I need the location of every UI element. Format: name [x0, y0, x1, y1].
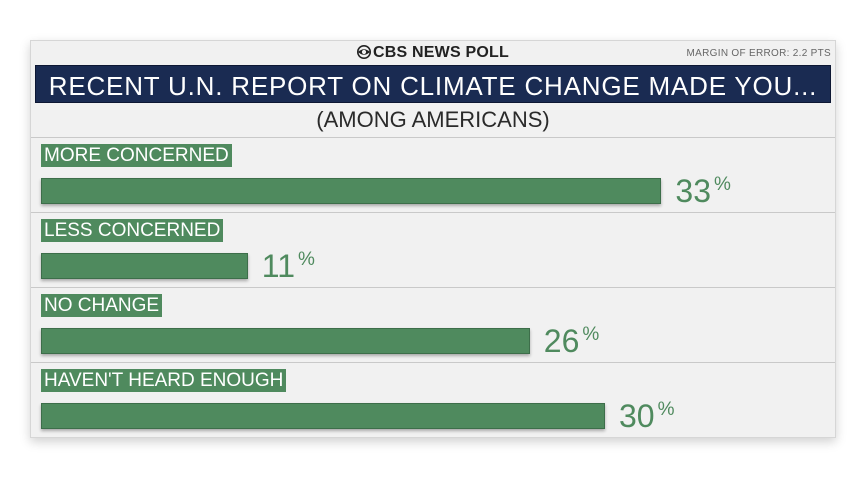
- value-label: 30%: [619, 398, 675, 435]
- bar: [41, 178, 662, 204]
- bar-label: HAVEN'T HEARD ENOUGH: [41, 369, 287, 392]
- cbs-eye-icon: [357, 45, 372, 64]
- value-number: 30: [619, 398, 655, 434]
- value-number: 33: [675, 173, 711, 209]
- poll-header: CBS NEWS POLL MARGIN OF ERROR: 2.2 PTS: [31, 41, 835, 65]
- poll-card: CBS NEWS POLL MARGIN OF ERROR: 2.2 PTS R…: [30, 40, 836, 438]
- bar: [41, 328, 530, 354]
- bar-row: HAVEN'T HEARD ENOUGH 30%: [31, 363, 835, 437]
- percent-sign: %: [657, 399, 675, 420]
- percent-sign: %: [713, 174, 731, 195]
- chart-title: RECENT U.N. REPORT ON CLIMATE CHANGE MAD…: [48, 71, 818, 101]
- bar-row: MORE CONCERNED 33%: [31, 138, 835, 212]
- bar-row: LESS CONCERNED 11%: [31, 213, 835, 287]
- value-number: 26: [543, 323, 580, 359]
- row-divider: [31, 362, 835, 363]
- bar: [41, 253, 248, 279]
- row-divider: [31, 212, 835, 213]
- chart-subtitle: (AMONG AMERICANS): [316, 107, 550, 132]
- margin-of-error: MARGIN OF ERROR: 2.2 PTS: [686, 48, 831, 59]
- bar-row: NO CHANGE 26%: [31, 288, 835, 362]
- brand-text: CBS NEWS POLL: [373, 44, 509, 61]
- row-divider: [31, 137, 835, 138]
- bar-label: LESS CONCERNED: [41, 219, 224, 242]
- bar: [41, 403, 605, 429]
- value-label: 26%: [544, 323, 600, 360]
- title-bar: RECENT U.N. REPORT ON CLIMATE CHANGE MAD…: [35, 65, 831, 103]
- value-number: 11: [261, 248, 296, 284]
- bar-label: NO CHANGE: [41, 294, 163, 317]
- percent-sign: %: [298, 249, 315, 270]
- row-divider: [31, 287, 835, 288]
- brand: CBS NEWS POLL: [31, 44, 835, 64]
- value-label: 11%: [262, 248, 315, 285]
- percent-sign: %: [582, 324, 600, 345]
- bar-label: MORE CONCERNED: [41, 144, 232, 167]
- value-label: 33%: [675, 173, 731, 210]
